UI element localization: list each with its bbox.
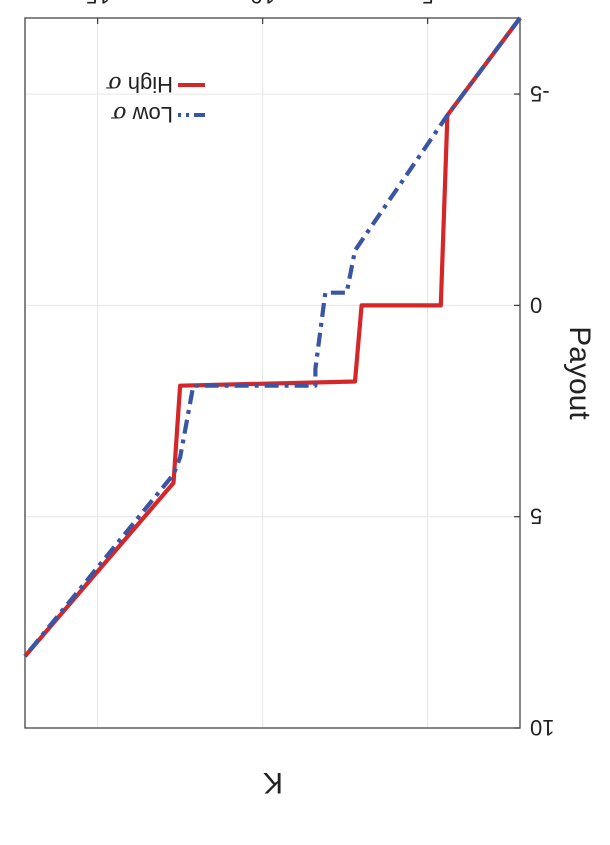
x-tick-label: 5 xyxy=(421,0,433,8)
y-tick-label: 5 xyxy=(530,504,542,529)
x-axis-title: K xyxy=(263,766,283,799)
plot-frame xyxy=(24,17,521,729)
series-line-low-sigma xyxy=(23,16,522,658)
y-axis-title: Payout xyxy=(563,326,596,420)
series-layer xyxy=(23,16,522,658)
y-tick-label: 10 xyxy=(530,715,554,740)
series-line-high-sigma xyxy=(23,16,522,658)
x-tick-label: 15 xyxy=(85,0,109,8)
y-tick-label: 0 xyxy=(530,292,542,317)
legend-sigma-symbol: σ xyxy=(111,101,127,126)
legend-label-low-sigma: Low σ xyxy=(111,101,173,127)
x-tick-label: 10 xyxy=(250,0,274,8)
legend: Low σ High σ xyxy=(106,71,205,127)
legend-label-high-sigma: High σ xyxy=(106,71,173,97)
legend-sigma-symbol: σ xyxy=(106,71,122,96)
plot-background xyxy=(25,18,520,728)
y-axis: -5 0 5 10 xyxy=(514,81,554,740)
y-tick-label: -5 xyxy=(530,81,550,106)
x-axis: 5 10 15 xyxy=(85,0,434,24)
